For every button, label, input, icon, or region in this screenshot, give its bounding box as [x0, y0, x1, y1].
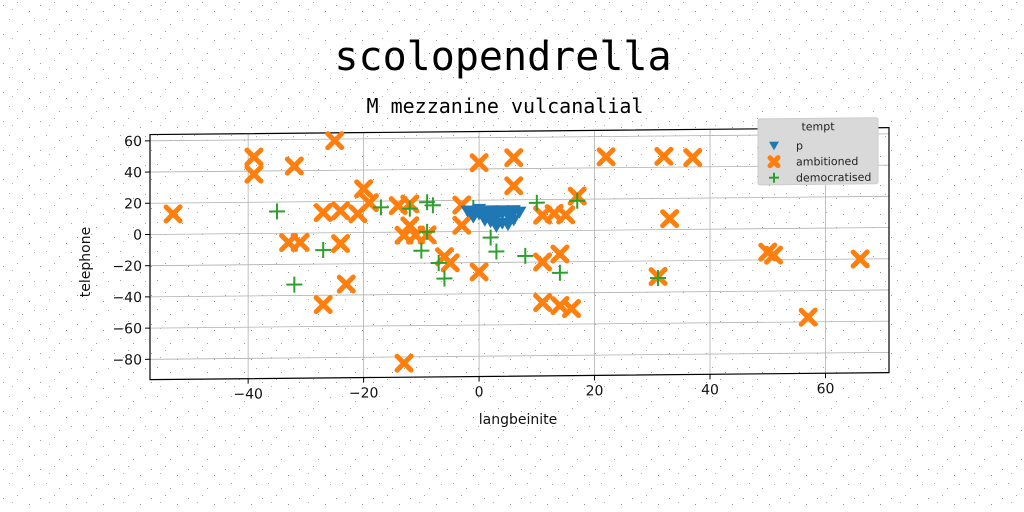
- plot-frame: [149, 127, 890, 381]
- x-tick-label: 20: [586, 383, 604, 399]
- y-tick-label: −20: [112, 259, 142, 275]
- data-point: [163, 204, 183, 224]
- y-axis-label: telephone: [78, 227, 94, 297]
- data-point: [244, 147, 264, 167]
- legend-label: democratised: [796, 171, 871, 185]
- data-point: [551, 264, 568, 281]
- data-point: [286, 276, 303, 293]
- data-point: [331, 234, 351, 254]
- series-democratised: [269, 192, 667, 293]
- data-marks: [163, 131, 870, 373]
- y-tick-label: 20: [124, 196, 142, 212]
- legend-marker: [769, 141, 779, 151]
- legend: tempt p ambitioned democratised: [757, 117, 879, 186]
- data-point: [798, 307, 818, 327]
- axis-ticks: −40 −20 0 20 40 60 −80 −60 −40 −20 0 20 40 60: [112, 134, 835, 403]
- data-point: [764, 245, 784, 265]
- data-point: [284, 156, 304, 176]
- x-tick-label: 0: [475, 384, 484, 400]
- chart-title: scolopendrella: [334, 34, 671, 80]
- data-point: [469, 262, 489, 282]
- data-point: [436, 270, 453, 287]
- data-point: [569, 192, 586, 209]
- y-tick-label: −80: [112, 352, 142, 368]
- data-point: [313, 202, 333, 223]
- data-point: [533, 252, 553, 272]
- data-point: [372, 199, 389, 216]
- x-tick-label: 60: [817, 381, 835, 397]
- y-tick-label: 0: [133, 228, 142, 244]
- data-point: [483, 205, 498, 218]
- series-p: [460, 203, 527, 233]
- data-point: [244, 164, 264, 184]
- y-grid-line: [150, 195, 889, 204]
- data-point: [325, 131, 345, 151]
- legend-label: p: [796, 139, 803, 152]
- data-point: [290, 232, 310, 252]
- data-point: [504, 148, 524, 168]
- data-point: [336, 274, 356, 294]
- data-point: [654, 146, 674, 166]
- x-tick-label: −20: [349, 385, 379, 401]
- data-point: [533, 292, 553, 313]
- data-point: [466, 211, 481, 224]
- data-point: [400, 216, 420, 236]
- data-point: [440, 253, 460, 273]
- y-grid-line: [150, 227, 889, 235]
- data-point: [550, 244, 570, 264]
- y-tick-label: 40: [124, 165, 142, 181]
- data-point: [401, 200, 418, 217]
- data-point: [517, 247, 534, 264]
- legend-marker: [767, 155, 781, 169]
- y-grid-line: [150, 351, 889, 360]
- data-point: [269, 203, 286, 220]
- data-point: [430, 254, 447, 271]
- data-point: [850, 249, 870, 269]
- y-tick-label: −40: [112, 290, 142, 306]
- data-point: [452, 215, 472, 235]
- data-point: [348, 204, 368, 224]
- legend-marker: [769, 172, 779, 183]
- data-point: [354, 179, 374, 199]
- chart-subtitle: M mezzanine vulcanalial: [367, 94, 644, 118]
- x-tick-label: 40: [701, 382, 719, 398]
- data-point: [556, 205, 576, 225]
- data-point: [413, 242, 430, 259]
- data-point: [331, 201, 351, 221]
- data-point: [683, 148, 703, 168]
- data-point: [315, 241, 332, 259]
- data-point: [660, 209, 680, 229]
- y-grid-line: [150, 289, 889, 298]
- data-point: [504, 176, 524, 196]
- series-ambitioned: [163, 131, 870, 373]
- data-point: [596, 147, 616, 167]
- data-point: [528, 194, 545, 211]
- legend-title: tempt: [801, 120, 835, 133]
- legend-box: [757, 117, 879, 186]
- data-point: [488, 243, 505, 260]
- data-point: [472, 203, 487, 216]
- y-tick-label: −60: [112, 321, 142, 337]
- data-point: [313, 295, 333, 315]
- data-point: [477, 214, 492, 227]
- y-grid-line: [150, 320, 889, 329]
- data-point: [419, 223, 436, 240]
- x-tick-label: −40: [233, 387, 263, 403]
- data-point: [460, 205, 475, 218]
- legend-label: ambitioned: [796, 155, 858, 169]
- data-point: [469, 153, 489, 173]
- data-point: [489, 220, 504, 233]
- data-point: [650, 270, 667, 287]
- y-tick-label: 60: [124, 134, 142, 150]
- data-point: [394, 353, 414, 373]
- data-point: [424, 197, 441, 214]
- data-point: [482, 229, 499, 246]
- x-axis-label: langbeinite: [479, 412, 557, 428]
- plot-area: −40 −20 0 20 40 60 −80 −60 −40 −20 0 20 40 60 tempt pa…: [112, 117, 890, 403]
- data-point: [500, 219, 515, 232]
- data-point: [561, 298, 581, 319]
